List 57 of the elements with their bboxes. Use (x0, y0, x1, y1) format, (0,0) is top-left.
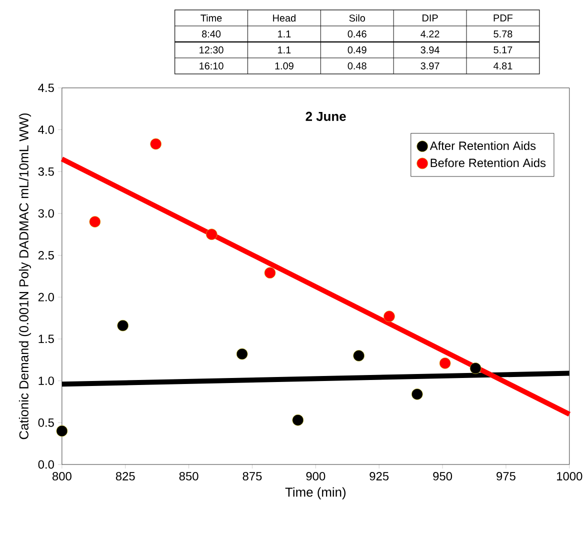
x-tick-label: 875 (242, 472, 262, 480)
text: 3.97 (420, 62, 440, 70)
point (206, 228, 218, 240)
x-tick-label: 825 (116, 472, 135, 480)
x-tick-label: 800 (52, 472, 72, 480)
point (353, 350, 364, 362)
x-tick-label: 1000 (557, 472, 582, 480)
point (89, 216, 101, 228)
text: 16:10 (200, 62, 224, 70)
text: 4.81 (494, 62, 512, 70)
x-tick-label: 925 (370, 472, 389, 480)
text: 12:30 (200, 46, 224, 54)
text: 1.1 (278, 46, 291, 54)
x-tick-label: 950 (433, 472, 452, 480)
text: 0.49 (348, 46, 366, 54)
y-tick-label: 0.0 (38, 460, 54, 469)
y-tick-label: 1.0 (38, 376, 54, 385)
point (384, 310, 395, 322)
text: 3.94 (420, 46, 440, 54)
y-tick-label: 1.5 (38, 334, 54, 343)
y-tick-label: 3.5 (38, 167, 54, 176)
y-axis-title: Cationic Demand (0.001N Poly DADMAC mL/10mL WW) (18, 113, 32, 439)
text: 5.17 (494, 46, 512, 54)
text: 2 June (306, 112, 346, 121)
text: 0.46 (348, 30, 366, 38)
point (150, 138, 162, 150)
y-tick-label: 4.5 (38, 84, 54, 92)
legend-label: Before Retention Aids (430, 158, 546, 167)
legend-label: After Retention Aids (430, 141, 536, 150)
point (117, 320, 129, 332)
text: 1.09 (275, 62, 294, 70)
text: Silo (349, 14, 365, 22)
point (236, 348, 248, 360)
x-tick-label: 975 (496, 472, 516, 480)
point (411, 388, 423, 400)
point (439, 357, 451, 369)
x-tick-label: 850 (179, 472, 198, 480)
y-tick-label: 2.0 (38, 292, 54, 302)
x-tick-label: 900 (306, 472, 326, 480)
text: DIP (422, 14, 438, 22)
x-axis-title: Time (min) (285, 487, 346, 500)
point (264, 266, 276, 278)
text: Head (273, 14, 296, 22)
y-tick-label: 2.5 (38, 250, 54, 260)
text: 5.78 (494, 30, 512, 38)
text: 0.48 (348, 62, 366, 70)
text: 8:40 (202, 30, 221, 38)
y-tick-label: 0.5 (38, 418, 54, 427)
text: PDF (494, 14, 513, 22)
y-tick-label: 3.0 (38, 209, 54, 218)
text: 1.1 (278, 30, 291, 38)
text: 4.22 (420, 30, 440, 38)
point (470, 362, 482, 374)
y-tick-label: 4.0 (38, 125, 54, 134)
point (56, 425, 68, 437)
text: Time (200, 14, 222, 22)
point (292, 414, 304, 426)
